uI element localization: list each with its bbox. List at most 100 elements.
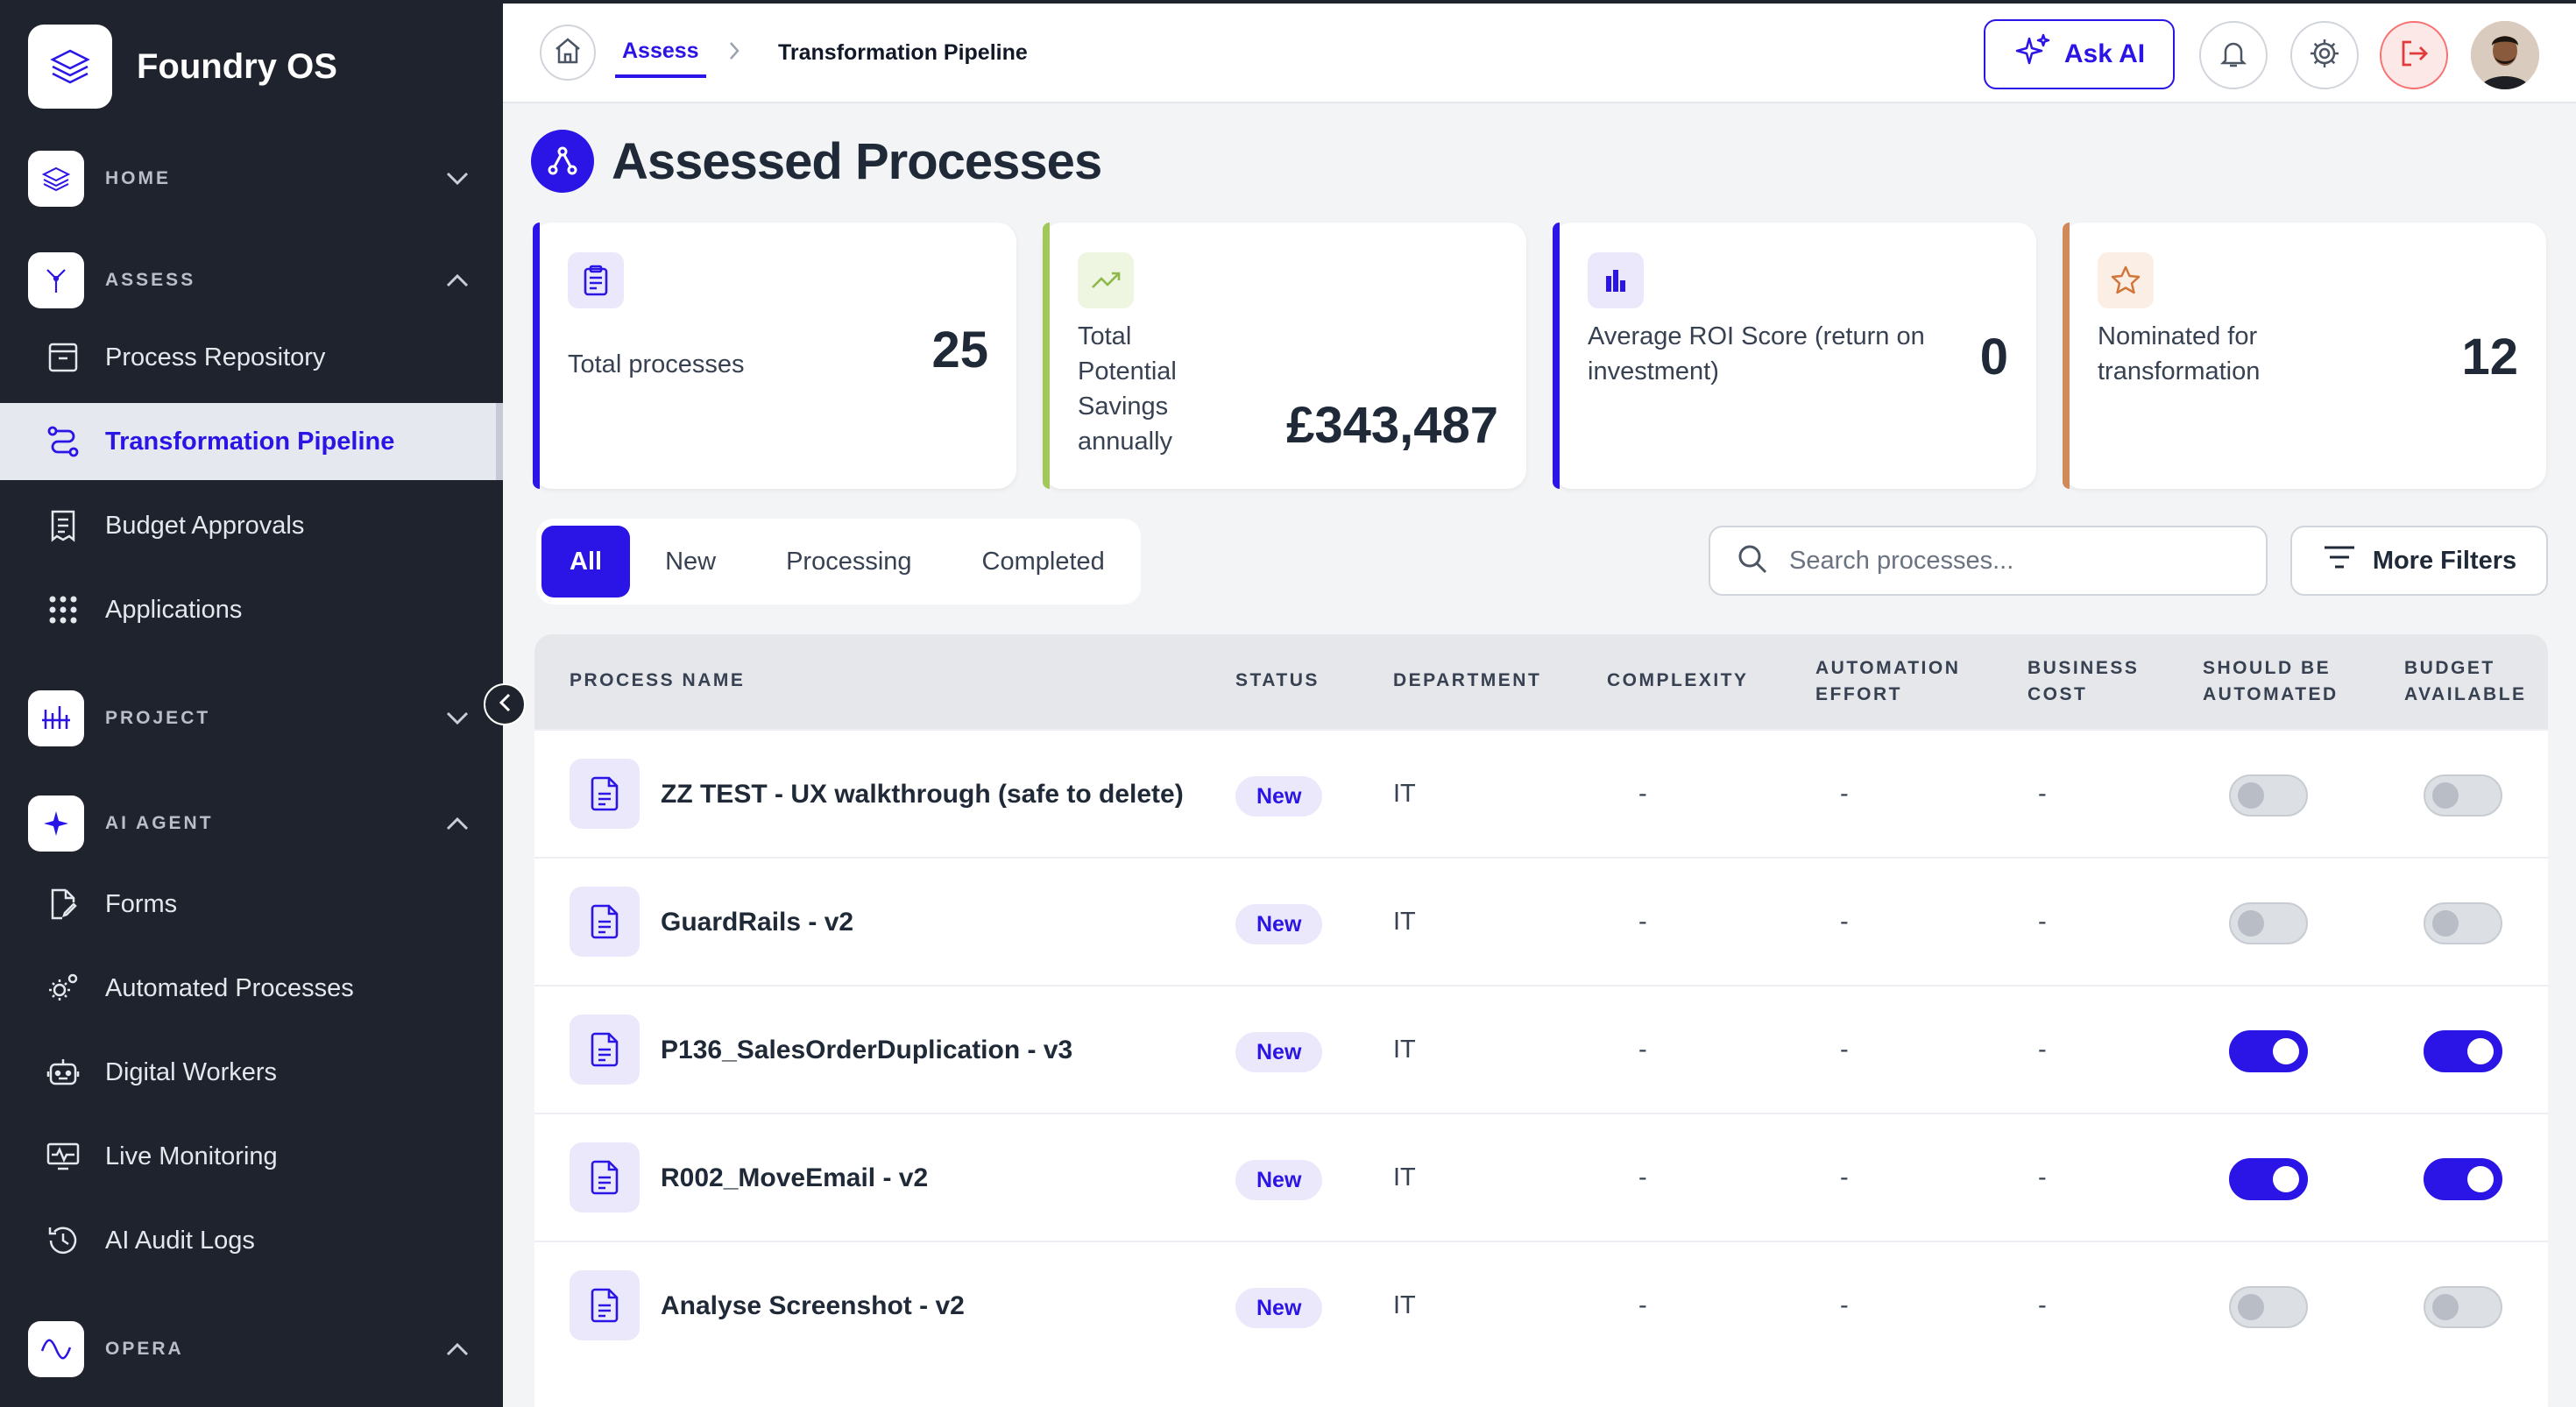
tab-new[interactable]: New [665, 547, 717, 576]
home-button[interactable] [540, 25, 596, 81]
sidebar-collapse-button[interactable] [484, 683, 526, 725]
tab-completed[interactable]: Completed [981, 547, 1105, 576]
nav-live-monitoring[interactable]: Live Monitoring [0, 1118, 503, 1195]
nav-ai-audit-logs[interactable]: AI Audit Logs [0, 1202, 503, 1279]
column-header[interactable]: DEPARTMENT [1393, 670, 1542, 690]
stat-value: 0 [1979, 329, 2008, 385]
nav-digital-workers[interactable]: Digital Workers [0, 1034, 503, 1111]
chevron-right-icon [727, 40, 741, 66]
business-cost-cell: - [2038, 780, 2047, 808]
brand[interactable]: Foundry OS [28, 25, 337, 109]
budget-available-toggle[interactable] [2424, 902, 2502, 944]
table-row[interactable]: Analyse Screenshot - v2 New IT - - - [534, 1241, 2548, 1368]
column-header[interactable]: SHOULD BE AUTOMATED [2203, 658, 2339, 704]
nav-applications[interactable]: Applications [0, 571, 503, 648]
budget-available-toggle[interactable] [2424, 1030, 2502, 1072]
chevron-up-icon[interactable] [440, 1332, 475, 1367]
table-row[interactable]: P136_SalesOrderDuplication - v3 New IT - - - [534, 985, 2548, 1113]
column-header[interactable]: PROCESS NAME [570, 670, 746, 690]
nav-automated-processes[interactable]: Automated Processes [0, 950, 503, 1027]
route-icon [44, 422, 82, 461]
trend-up-icon [1078, 252, 1134, 308]
document-icon [570, 1142, 640, 1213]
receipt-icon [44, 506, 82, 545]
section-label: OPERA [105, 1339, 184, 1359]
processes-table: PROCESS NAME STATUS DEPARTMENT COMPLEXIT… [534, 634, 2548, 1407]
nav-label: Automated Processes [105, 973, 354, 1002]
search-input[interactable] [1789, 546, 2245, 576]
toggle-knob [2432, 910, 2459, 937]
department-cell: IT [1393, 780, 1416, 808]
settings-button[interactable] [2290, 21, 2359, 89]
gear-icon [2308, 37, 2341, 74]
should-automate-toggle[interactable] [2229, 774, 2308, 817]
notifications-button[interactable] [2199, 21, 2268, 89]
process-name[interactable]: Analyse Screenshot - v2 [661, 1291, 965, 1320]
chevron-down-icon[interactable] [440, 701, 475, 736]
nav-transformation-pipeline[interactable]: Transformation Pipeline [0, 403, 503, 480]
table-row[interactable]: ZZ TEST - UX walkthrough (safe to delete… [534, 729, 2548, 857]
tab-processing[interactable]: Processing [786, 547, 912, 576]
nav-budget-approvals[interactable]: Budget Approvals [0, 487, 503, 564]
process-name[interactable]: R002_MoveEmail - v2 [661, 1163, 929, 1192]
file-edit-icon [44, 885, 82, 923]
tab-all[interactable]: All [541, 526, 631, 597]
document-icon [570, 1270, 640, 1340]
complexity-cell: - [1638, 1036, 1647, 1064]
history-icon [44, 1221, 82, 1260]
column-header[interactable]: STATUS [1235, 670, 1320, 690]
status-badge: New [1235, 776, 1323, 817]
budget-available-toggle[interactable] [2424, 1286, 2502, 1328]
section-label: PROJECT [105, 708, 211, 728]
archive-icon [44, 338, 82, 377]
should-automate-toggle[interactable] [2229, 1286, 2308, 1328]
nav-forms[interactable]: Forms [0, 866, 503, 943]
toggle-knob [2432, 1294, 2459, 1320]
ask-ai-button[interactable]: Ask AI [1984, 19, 2175, 89]
more-filters-label: More Filters [2372, 546, 2517, 575]
chevron-up-icon[interactable] [440, 263, 475, 298]
section-opera[interactable]: OPERA [28, 1318, 475, 1381]
table-row[interactable]: R002_MoveEmail - v2 New IT - - - [534, 1113, 2548, 1241]
business-cost-cell: - [2038, 1291, 2047, 1319]
toggle-knob [2467, 1166, 2494, 1192]
ask-ai-label: Ask AI [2063, 39, 2146, 68]
column-header[interactable]: BUDGET AVAILABLE [2404, 658, 2527, 704]
section-home[interactable]: HOME [28, 147, 475, 210]
wave-icon [28, 1321, 84, 1377]
should-automate-toggle[interactable] [2229, 1030, 2308, 1072]
breadcrumb-assess[interactable]: Assess [615, 39, 706, 78]
avatar[interactable] [2471, 21, 2539, 89]
status-badge: New [1235, 1288, 1323, 1328]
section-label: AI AGENT [105, 813, 214, 833]
process-name[interactable]: P136_SalesOrderDuplication - v3 [661, 1036, 1073, 1064]
process-name[interactable]: ZZ TEST - UX walkthrough (safe to delete… [661, 780, 1184, 809]
stat-value: 25 [931, 322, 988, 378]
budget-available-toggle[interactable] [2424, 1158, 2502, 1200]
column-header[interactable]: COMPLEXITY [1607, 670, 1749, 690]
stat-value: £343,487 [1286, 397, 1498, 454]
document-icon [570, 759, 640, 829]
department-cell: IT [1393, 1163, 1416, 1191]
filter-lines-icon [2322, 544, 2357, 577]
chevron-down-icon[interactable] [440, 161, 475, 196]
table-row[interactable]: GuardRails - v2 New IT - - - [534, 857, 2548, 985]
column-header[interactable]: AUTOMATION EFFORT [1815, 658, 1961, 704]
should-automate-toggle[interactable] [2229, 902, 2308, 944]
status-tabs: All New Processing Completed [536, 519, 1141, 605]
chevron-up-icon[interactable] [440, 806, 475, 841]
nav-process-repository[interactable]: Process Repository [0, 319, 503, 396]
section-project[interactable]: PROJECT [28, 687, 475, 750]
budget-available-toggle[interactable] [2424, 774, 2502, 817]
section-ai-agent[interactable]: AI AGENT [28, 792, 475, 855]
stat-label: Nominated for transformation [2098, 322, 2261, 385]
logout-button[interactable] [2380, 21, 2448, 89]
section-assess[interactable]: ASSESS [28, 249, 475, 312]
process-name[interactable]: GuardRails - v2 [661, 908, 854, 937]
automation-effort-cell: - [1840, 1291, 1849, 1319]
more-filters-button[interactable]: More Filters [2290, 526, 2548, 596]
nav-label: Applications [105, 595, 243, 624]
branch-icon [28, 252, 84, 308]
should-automate-toggle[interactable] [2229, 1158, 2308, 1200]
column-header[interactable]: BUSINESS COST [2028, 658, 2140, 704]
